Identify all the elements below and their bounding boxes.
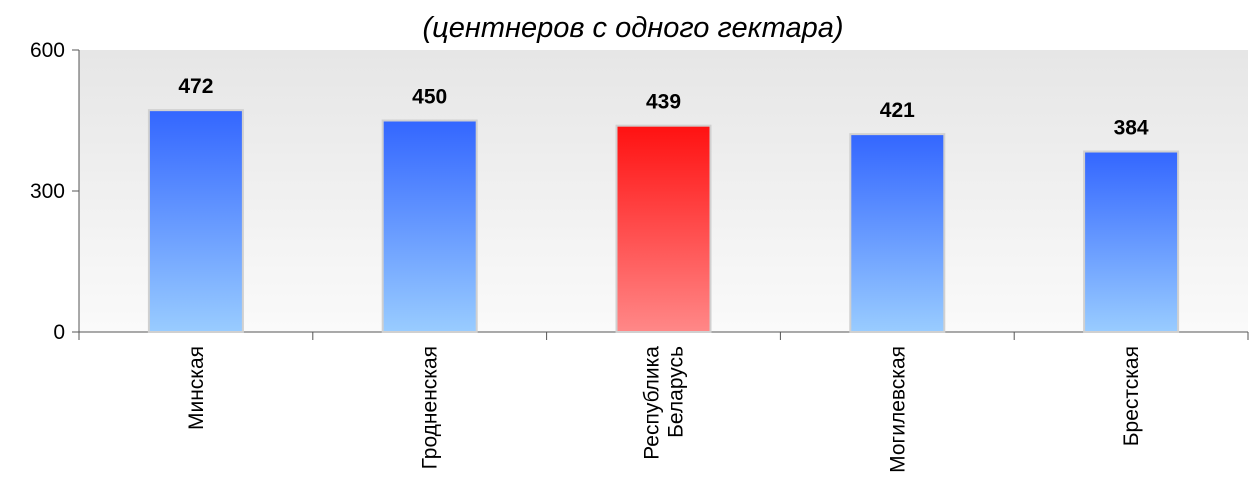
category-label-line: Республика xyxy=(641,346,664,460)
bar-value-label: 450 xyxy=(412,86,447,109)
category-label-line: Брестская xyxy=(1120,346,1143,446)
category-label-line: Минская xyxy=(185,346,208,430)
x-axis xyxy=(78,331,1249,340)
bar xyxy=(147,109,244,333)
category-label-line: Беларусь xyxy=(665,346,688,438)
category-labels: Минская Гродненская Республика Беларусь Моги… xyxy=(185,346,1143,473)
category-label: Республика Беларусь xyxy=(641,346,688,460)
bar xyxy=(849,133,946,333)
bar-value-label: 472 xyxy=(178,75,213,98)
bar-value-label: 439 xyxy=(646,91,681,114)
category-label-line: Гродненская xyxy=(419,346,442,469)
bar xyxy=(381,119,478,333)
y-axis: 0 300 600 xyxy=(30,39,80,344)
y-tick-label: 300 xyxy=(30,180,65,203)
bars xyxy=(147,109,1180,333)
value-labels: 472 450 439 421 384 xyxy=(178,75,1149,139)
category-label: Минская xyxy=(185,346,208,430)
bar xyxy=(1083,150,1180,333)
y-tick-label: 0 xyxy=(53,321,65,344)
bar xyxy=(615,124,712,333)
chart-subtitle: (центнеров с одного гектара) xyxy=(423,12,844,44)
bar-value-label: 384 xyxy=(1114,117,1149,140)
category-label: Брестская xyxy=(1120,346,1143,446)
category-label: Гродненская xyxy=(419,346,442,469)
bar-value-label: 421 xyxy=(880,99,915,122)
category-label: Могилевская xyxy=(886,346,909,473)
y-tick-label: 600 xyxy=(30,39,65,62)
category-label-line: Могилевская xyxy=(886,346,909,473)
